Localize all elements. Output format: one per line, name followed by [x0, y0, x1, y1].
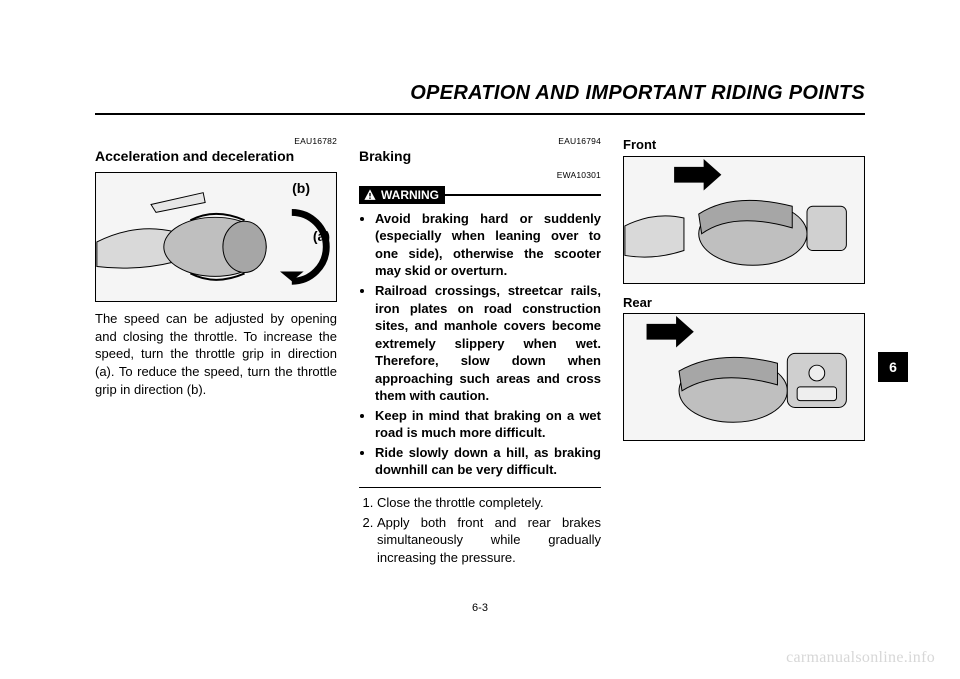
content-columns: EAU16782 Acceleration and deceleration (…: [95, 136, 865, 568]
heading-acceleration: Acceleration and deceleration: [95, 147, 337, 166]
acceleration-body-text: The speed can be adjusted by opening and…: [95, 310, 337, 398]
column-2: EAU16794 Braking EWA10301 WARNING Avoid …: [359, 136, 601, 568]
step-item: Apply both front and rear brakes simulta…: [377, 514, 601, 567]
warning-badge: WARNING: [359, 186, 445, 204]
figure-throttle: (b) (a): [95, 172, 337, 302]
figure-label-b: (b): [292, 179, 310, 198]
warning-item: Railroad crossings, streetcar rails, iro…: [375, 282, 601, 405]
figure-rear-brake: [623, 313, 865, 441]
warning-icon: [363, 188, 377, 202]
figure-label-a: (a): [313, 227, 330, 246]
warning-item: Ride slowly down a hill, as braking down…: [375, 444, 601, 479]
rear-brake-label: Rear: [623, 294, 865, 312]
warning-end-rule: [359, 487, 601, 488]
warning-label-text: WARNING: [381, 187, 439, 203]
braking-steps: Close the throttle completely. Apply bot…: [359, 494, 601, 566]
warning-item: Avoid braking hard or suddenly (especial…: [375, 210, 601, 280]
figure-front-brake: [623, 156, 865, 284]
column-3: Front Rear: [623, 136, 865, 568]
heading-braking: Braking: [359, 147, 601, 166]
header-rule: [95, 113, 865, 115]
warning-rule: [445, 194, 601, 196]
page-header-title: OPERATION AND IMPORTANT RIDING POINTS: [410, 82, 865, 105]
step-item: Close the throttle completely.: [377, 494, 601, 512]
front-brake-illustration: [624, 157, 864, 283]
front-brake-label: Front: [623, 136, 865, 154]
column-1: EAU16782 Acceleration and deceleration (…: [95, 136, 337, 568]
chapter-tab: 6: [878, 352, 908, 382]
doc-code-2b: EWA10301: [359, 170, 601, 181]
doc-code-1: EAU16782: [95, 136, 337, 147]
watermark: carmanualsonline.info: [786, 649, 935, 667]
doc-code-2a: EAU16794: [359, 136, 601, 147]
warning-list: Avoid braking hard or suddenly (especial…: [359, 210, 601, 479]
page-number: 6-3: [0, 602, 960, 614]
warning-item: Keep in mind that braking on a wet road …: [375, 407, 601, 442]
warning-row: WARNING: [359, 186, 601, 204]
rear-brake-illustration: [624, 314, 864, 440]
